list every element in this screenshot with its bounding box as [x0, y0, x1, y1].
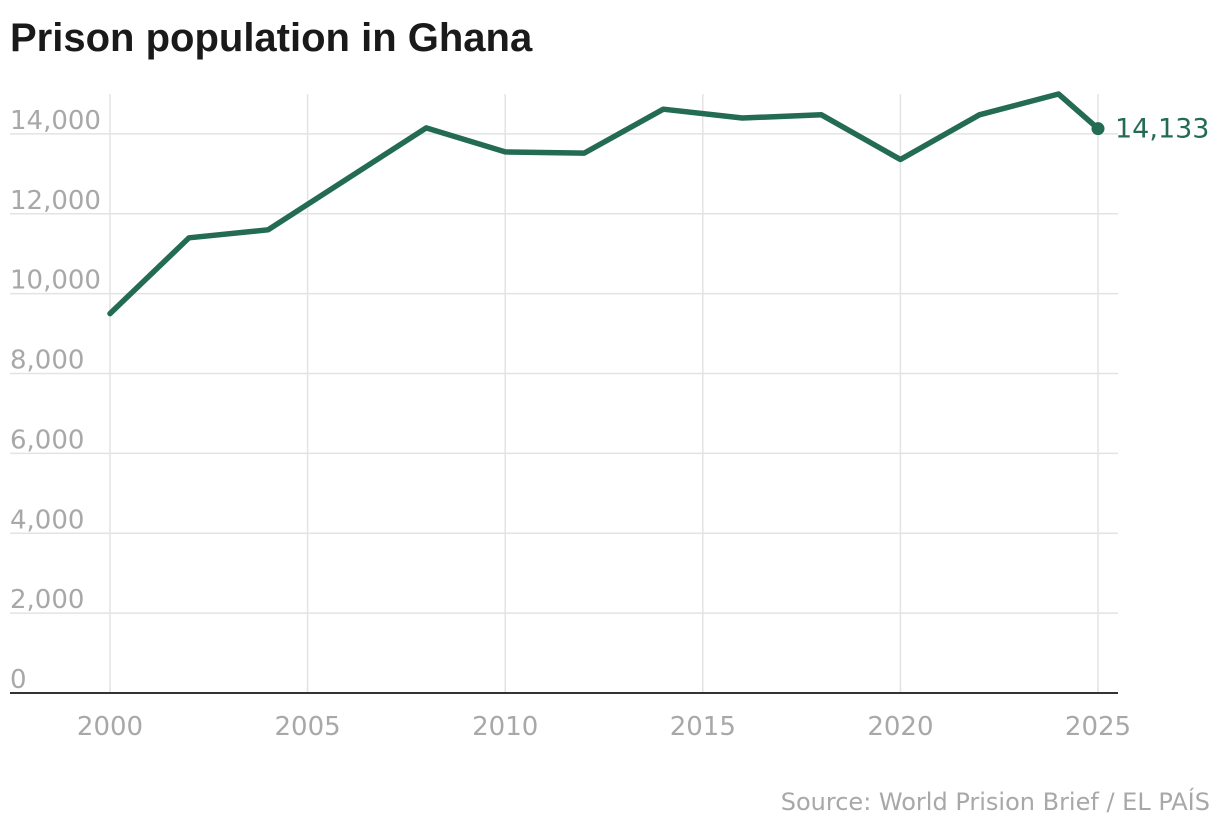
end-point-marker	[1091, 122, 1105, 136]
x-tick-label: 2025	[1065, 712, 1131, 742]
series-line	[107, 91, 1101, 317]
y-tick-label: 8,000	[10, 346, 84, 376]
y-tick-label: 6,000	[10, 425, 84, 455]
end-value-label: 14,133	[1115, 114, 1209, 145]
tick-labels: 0 2,000 4,000 6,000 8,000 10,000 12,000 14,000 2…	[10, 106, 1131, 742]
source-note: Source: World Prision Brief / EL PAÍS	[780, 788, 1210, 816]
x-tick-label: 2010	[472, 712, 538, 742]
y-tick-label: 12,000	[10, 186, 101, 216]
y-tick-label: 0	[10, 665, 27, 695]
line-chart: 14,133 0 2,000 4,000 6,000 8,000 10,000 12,000…	[10, 91, 1209, 742]
x-tick-label: 2015	[670, 712, 736, 742]
chart-title: Prison population in Ghana	[10, 16, 533, 60]
x-tick-label: 2000	[77, 712, 143, 742]
y-tick-label: 10,000	[10, 266, 101, 296]
y-tick-label: 14,000	[10, 106, 101, 136]
y-tick-label: 2,000	[10, 585, 84, 615]
x-tick-label: 2005	[275, 712, 341, 742]
y-tick-label: 4,000	[10, 505, 84, 535]
grid-lines	[10, 94, 1118, 693]
series-layer: 14,133	[107, 91, 1209, 317]
x-tick-label: 2020	[867, 712, 933, 742]
